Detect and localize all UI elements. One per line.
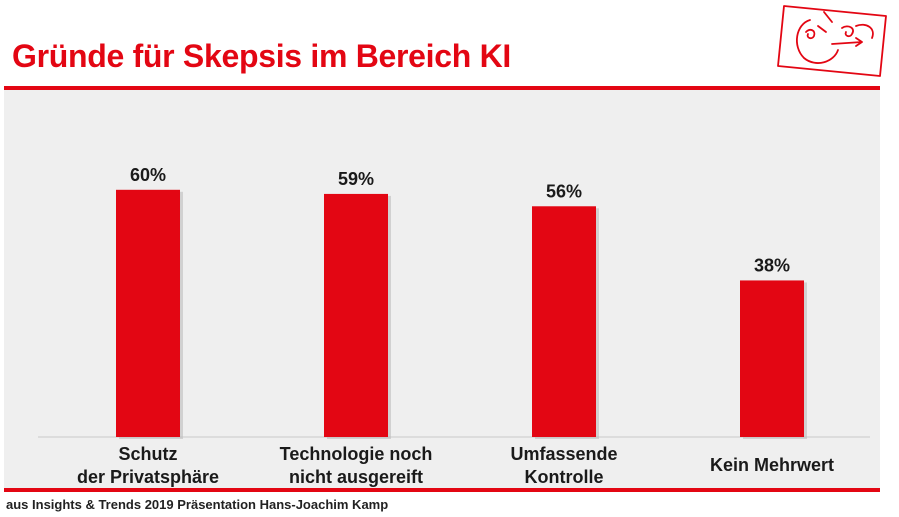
- data-label: 56%: [546, 181, 582, 201]
- bar-chart: 60% Schutz der Privatsphäre 59% Technologie …: [38, 165, 870, 487]
- bar: [116, 189, 180, 437]
- category-label: Umfassende Kontrolle: [510, 444, 617, 487]
- bar: [532, 206, 596, 437]
- footer-rule: [4, 488, 880, 492]
- data-label: 59%: [338, 169, 374, 189]
- category-label: Kein Mehrwert: [710, 455, 834, 475]
- source-note: aus Insights & Trends 2019 Präsentation …: [6, 497, 389, 512]
- category-label: Schutz der Privatsphäre: [77, 444, 219, 487]
- category-label: Technologie noch nicht ausgereift: [280, 444, 433, 487]
- page-title: Gründe für Skepsis im Bereich KI: [12, 38, 511, 74]
- data-label: 38%: [754, 255, 790, 275]
- face-sketch-icon: [777, 5, 887, 77]
- bar: [740, 280, 804, 437]
- data-label: 60%: [130, 165, 166, 185]
- title-underline: [4, 86, 880, 90]
- bar: [324, 193, 388, 437]
